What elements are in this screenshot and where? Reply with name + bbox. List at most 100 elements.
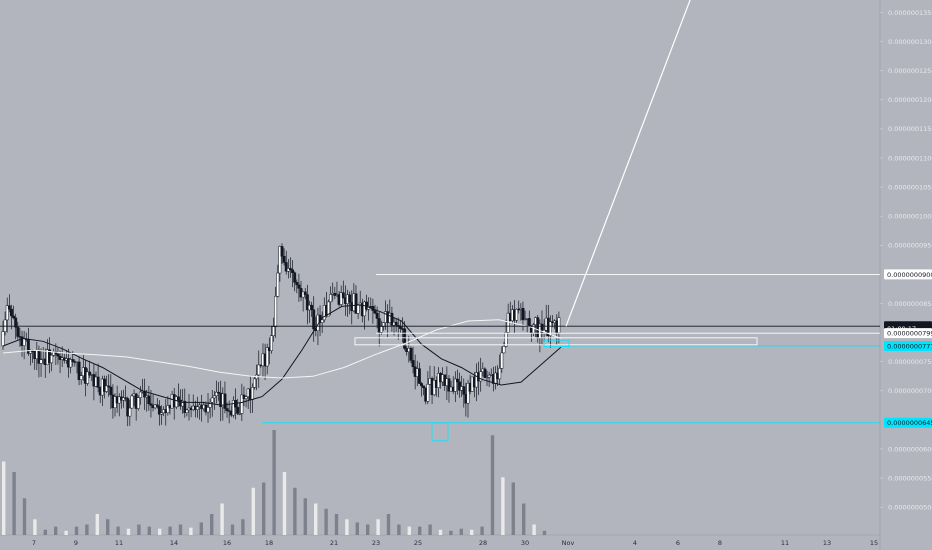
y-tick-label: 0.0000001150 bbox=[888, 125, 932, 133]
candle-body bbox=[398, 326, 402, 329]
x-tick-label: 7 bbox=[32, 539, 36, 547]
candle-body bbox=[523, 318, 527, 321]
volume-bar bbox=[199, 522, 203, 535]
trend-projection-line[interactable] bbox=[565, 0, 692, 327]
volume-bar bbox=[189, 527, 193, 535]
volume-bar bbox=[366, 524, 370, 535]
volume-bar bbox=[168, 526, 172, 535]
volume-bar bbox=[2, 461, 6, 535]
candle-body bbox=[210, 397, 214, 403]
volume-bar bbox=[116, 526, 120, 535]
candle-body bbox=[458, 381, 461, 391]
x-tick-label: 13 bbox=[823, 539, 831, 547]
candle-body bbox=[126, 398, 130, 417]
volume-bar bbox=[293, 487, 297, 535]
candle-body bbox=[240, 394, 244, 414]
candle-body bbox=[462, 386, 466, 395]
candle-body bbox=[253, 378, 256, 388]
volume-bar bbox=[137, 524, 141, 535]
volume-bar bbox=[345, 519, 349, 535]
candle-body bbox=[515, 308, 519, 321]
price-label-text: 0.0000000900 bbox=[887, 271, 932, 279]
candle-body bbox=[223, 393, 227, 409]
plot-area[interactable] bbox=[0, 0, 880, 535]
zone-box[interactable] bbox=[354, 337, 758, 346]
candle-body bbox=[174, 396, 178, 408]
candle-body bbox=[485, 376, 489, 379]
candle-body bbox=[420, 383, 423, 387]
x-tick-label: 28 bbox=[479, 539, 487, 547]
y-tick-label: 0.0000001300 bbox=[888, 38, 932, 46]
candle-body bbox=[417, 368, 421, 384]
volume-bar bbox=[376, 519, 380, 535]
volume-bar bbox=[262, 482, 266, 535]
x-tick-label: 16 bbox=[223, 539, 231, 547]
volume-bar bbox=[334, 514, 339, 535]
candle-body bbox=[305, 294, 309, 311]
x-tick-label: 11 bbox=[781, 539, 789, 547]
candle-body bbox=[310, 304, 314, 310]
y-tick-label: 0.0000000600 bbox=[888, 445, 932, 453]
candle-body bbox=[312, 309, 316, 330]
candle-body bbox=[96, 376, 100, 388]
candle-body bbox=[447, 378, 451, 392]
y-tick-label: 0.0000001000 bbox=[888, 213, 932, 221]
volume-bar bbox=[428, 524, 432, 535]
candle-body bbox=[77, 361, 81, 380]
volume-bar bbox=[85, 524, 89, 535]
candle-body bbox=[291, 269, 295, 273]
candle-body bbox=[56, 353, 60, 357]
candle-body bbox=[147, 395, 151, 405]
candle-body bbox=[527, 318, 531, 326]
volume-bar bbox=[95, 514, 99, 535]
candle-body bbox=[105, 385, 109, 392]
candle-body bbox=[411, 360, 415, 368]
candle-body bbox=[274, 296, 278, 327]
candle-body bbox=[176, 396, 180, 401]
x-tick-label: 30 bbox=[521, 539, 529, 547]
volume-bar bbox=[158, 528, 162, 535]
price-label-support: 0.0000000645 bbox=[884, 417, 932, 428]
zone-box-small[interactable] bbox=[543, 339, 570, 347]
candle-body bbox=[479, 371, 483, 382]
volume-bar bbox=[220, 503, 224, 535]
candle-body bbox=[88, 371, 92, 376]
candle-body bbox=[498, 368, 502, 380]
volume-bar bbox=[490, 435, 495, 535]
volume-bar bbox=[272, 430, 276, 535]
candle-body bbox=[422, 385, 426, 389]
candle-body bbox=[373, 310, 377, 314]
volume-bar bbox=[282, 472, 287, 535]
x-tick-label: 23 bbox=[372, 539, 380, 547]
time-axis[interactable] bbox=[0, 535, 880, 550]
x-tick-label: Nov bbox=[562, 539, 575, 547]
candle-body bbox=[124, 397, 128, 399]
y-tick-label: 0.0000000750 bbox=[888, 358, 932, 366]
y-tick-label: 0.0000001200 bbox=[888, 96, 932, 104]
candle-body bbox=[354, 293, 358, 314]
candle-body bbox=[265, 347, 269, 367]
volume-bar bbox=[522, 503, 526, 535]
price-label-bg bbox=[884, 269, 932, 280]
x-tick-label: 14 bbox=[170, 539, 178, 547]
candle-body bbox=[212, 395, 216, 399]
x-tick-label: 9 bbox=[74, 539, 78, 547]
candle-body bbox=[269, 335, 273, 352]
low-highlight-box[interactable] bbox=[431, 422, 449, 442]
candle-body bbox=[483, 368, 487, 378]
candle-body bbox=[284, 262, 288, 272]
x-tick-label: 15 bbox=[870, 539, 878, 547]
candle-body bbox=[160, 412, 163, 415]
candle-body bbox=[225, 408, 229, 411]
candle-body bbox=[39, 359, 43, 364]
candle-body bbox=[348, 294, 352, 303]
candle-body bbox=[320, 319, 324, 323]
candle-body bbox=[390, 312, 394, 326]
candle-body bbox=[107, 385, 111, 388]
volume-bar bbox=[126, 528, 131, 535]
candle-body bbox=[128, 407, 132, 417]
volume-bar bbox=[230, 524, 235, 535]
candle-body bbox=[502, 346, 506, 354]
candle-body bbox=[506, 312, 510, 333]
